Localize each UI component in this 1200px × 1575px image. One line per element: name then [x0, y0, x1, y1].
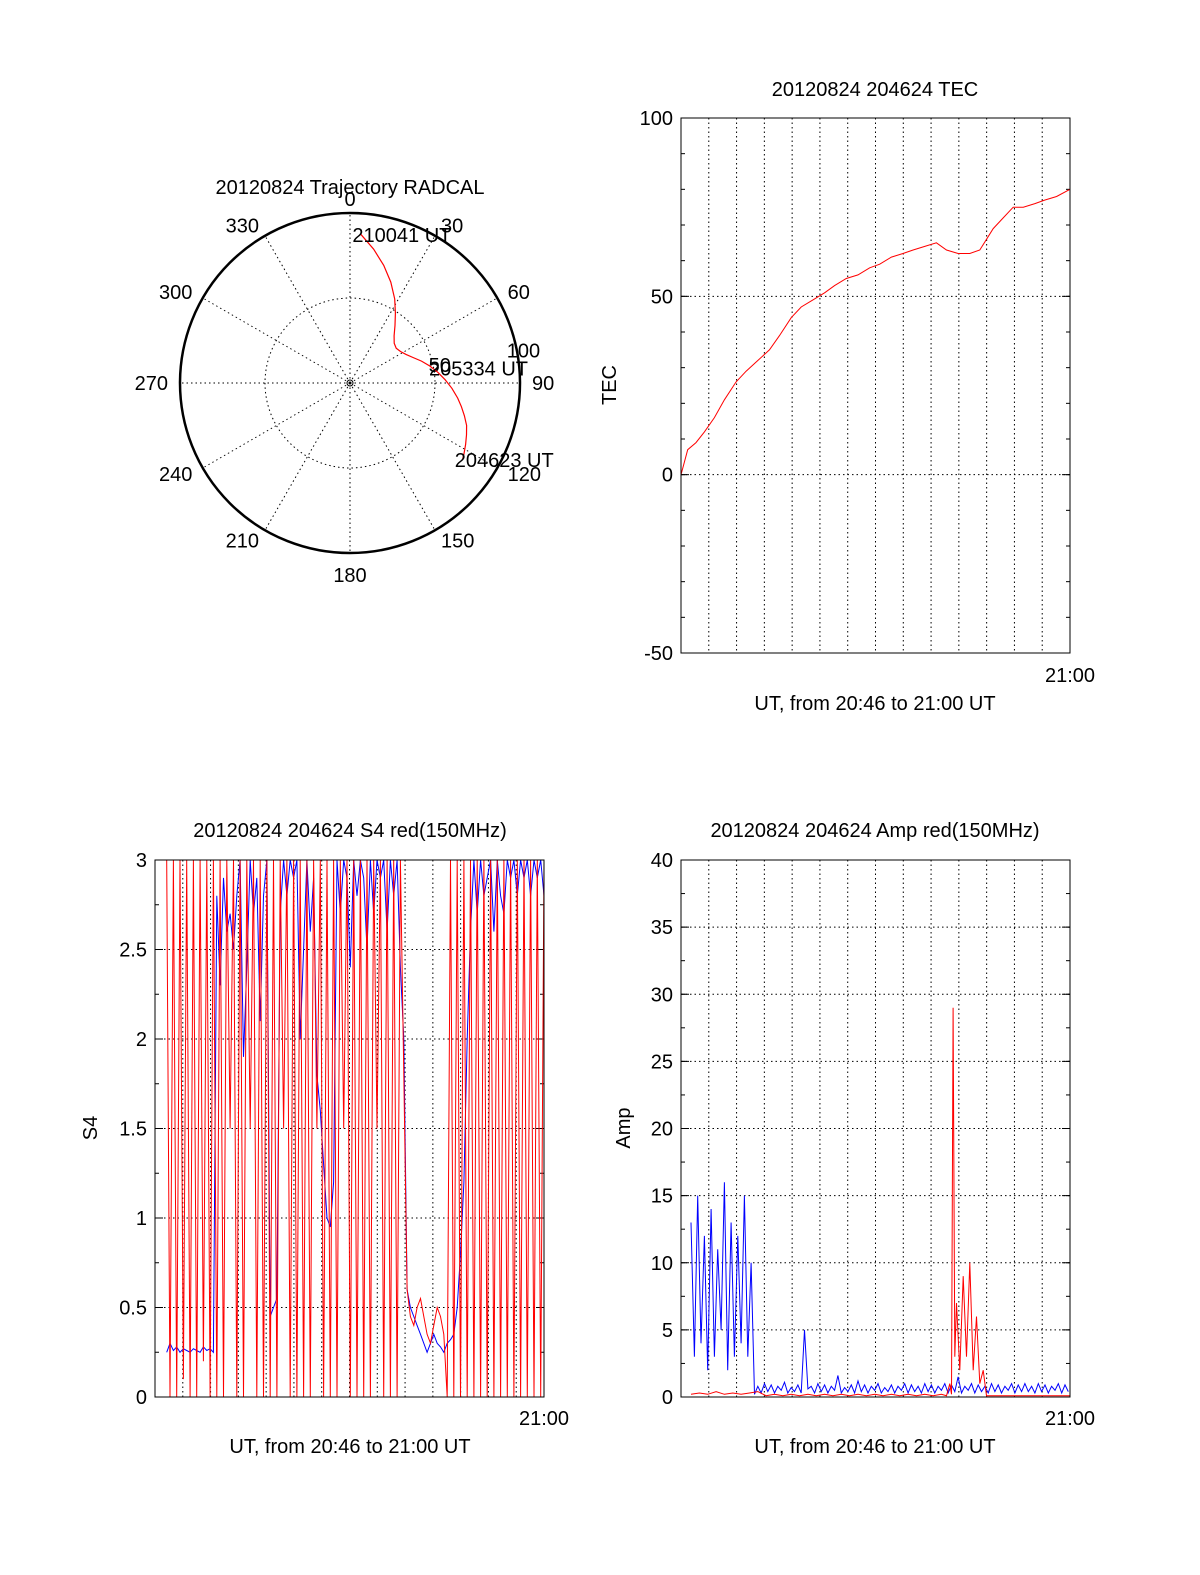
polar-azimuth-label: 30 [441, 215, 463, 237]
tec-series-red [680, 188, 1071, 475]
amp-series-blue [690, 1182, 1069, 1395]
amp-xtick-label: 21:00 [1045, 1408, 1095, 1430]
polar-spoke [202, 382, 351, 469]
polar-time-annotations: 210041 UT 205334 UT 204623 UT [352, 225, 553, 472]
polar-azimuth-label: 300 [159, 282, 192, 304]
polar-time-annotation: 204623 UT [455, 450, 554, 472]
polar-azimuth-label: 120 [508, 464, 541, 486]
polar-azimuth-label: 180 [333, 565, 366, 587]
s4-xlabel: UT, from 20:46 to 21:00 UT [229, 1436, 470, 1458]
polar-ring-label: 50 [429, 355, 451, 377]
s4-xtick-label: 21:00 [519, 1408, 569, 1430]
amp-ytick-label: 25 [651, 1051, 673, 1073]
polar-spoke [349, 235, 436, 384]
polar-spoke [264, 235, 351, 384]
polar-spoke [349, 382, 436, 531]
tec-xlabel: UT, from 20:46 to 21:00 UT [754, 693, 995, 715]
s4-ytick-label: 0 [136, 1387, 147, 1409]
amp-plot-area: 0 5 10 15 20 25 30 35 40 [651, 850, 1071, 1409]
amp-panel: 20120824 204624 Amp red(150MHz) 0 5 10 15 20… [613, 820, 1095, 1458]
s4-ytick-label: 3 [136, 850, 147, 872]
s4-ytick-label: 0.5 [119, 1298, 147, 1320]
s4-frame [154, 859, 545, 1398]
polar-trajectory-line [359, 233, 468, 460]
s4-ytick-label: 2 [136, 1029, 147, 1051]
s4-ytick-label: 2.5 [119, 940, 147, 962]
amp-ytick-label: 0 [662, 1387, 673, 1409]
s4-ytick-label: 1 [136, 1208, 147, 1230]
polar-spoke [349, 297, 498, 384]
tec-plot-area: -50 0 50 100 [640, 108, 1071, 665]
amp-frame [680, 859, 1071, 1398]
polar-time-annotation: 210041 UT [352, 225, 451, 247]
polar-azimuth-label: 330 [226, 215, 259, 237]
s4-title: 20120824 204624 S4 red(150MHz) [193, 820, 507, 842]
s4-ytick-label: 1.5 [119, 1119, 147, 1141]
polar-azimuth-labels: 0 30 60 90 120 150 180 210 240 270 300 330 [135, 189, 555, 587]
polar-ring-label: 100 [507, 340, 540, 362]
polar-azimuth-label: 240 [159, 464, 192, 486]
s4-series-blue [166, 859, 545, 1354]
polar-outer-ring [178, 211, 522, 555]
polar-azimuth-label: 90 [532, 373, 554, 395]
amp-series-red [690, 1007, 1070, 1397]
amp-title: 20120824 204624 Amp red(150MHz) [710, 820, 1039, 842]
amp-ylabel: Amp [613, 1107, 635, 1148]
trajectory-polar-panel: 20120824 Trajectory RADCAL 0 30 60 90 120 150… [135, 177, 555, 587]
tec-title: 20120824 204624 TEC [772, 79, 978, 101]
polar-azimuth-label: 150 [441, 531, 474, 553]
tec-ylabel: TEC [599, 365, 621, 405]
tec-frame [680, 117, 1071, 654]
polar-spoke [349, 382, 498, 469]
amp-ytick-label: 20 [651, 1119, 673, 1141]
tec-ytick-label: 0 [662, 465, 673, 487]
amp-ytick-label: 40 [651, 850, 673, 872]
tec-panel: 20120824 204624 TEC -50 0 50 100 21:00 UT, … [599, 79, 1095, 715]
polar-spoke [202, 297, 351, 384]
amp-xlabel: UT, from 20:46 to 21:00 UT [754, 1436, 995, 1458]
polar-spoke [264, 382, 351, 531]
s4-series-red [166, 859, 545, 1398]
polar-azimuth-label: 270 [135, 373, 168, 395]
polar-azimuth-label: 210 [226, 531, 259, 553]
tec-ytick-label: -50 [644, 643, 673, 665]
polar-azimuth-label: 0 [344, 189, 355, 211]
tec-ytick-label: 50 [651, 286, 673, 308]
amp-ytick-label: 5 [662, 1320, 673, 1342]
polar-time-annotation: 205334 UT [429, 359, 528, 381]
polar-title: 20120824 Trajectory RADCAL [215, 177, 484, 199]
amp-ytick-label: 30 [651, 984, 673, 1006]
s4-panel: 20120824 204624 S4 red(150MHz) 0 0.5 1 1.5 2… [80, 820, 569, 1458]
amp-ytick-label: 15 [651, 1186, 673, 1208]
polar-inner-ring [264, 297, 436, 469]
s4-plot-area: 0 0.5 1 1.5 2 2.5 3 [119, 850, 545, 1409]
s4-ylabel: S4 [80, 1116, 102, 1140]
polar-azimuth-label: 60 [508, 282, 530, 304]
tec-xtick-label: 21:00 [1045, 665, 1095, 687]
polar-center [346, 379, 354, 387]
polar-trajectory-series [359, 233, 468, 460]
polar-ring-labels: 50 100 [429, 340, 541, 377]
amp-ytick-label: 35 [651, 917, 673, 939]
tec-ytick-label: 100 [640, 108, 673, 130]
amp-ytick-label: 10 [651, 1253, 673, 1275]
polar-grid [178, 211, 522, 555]
